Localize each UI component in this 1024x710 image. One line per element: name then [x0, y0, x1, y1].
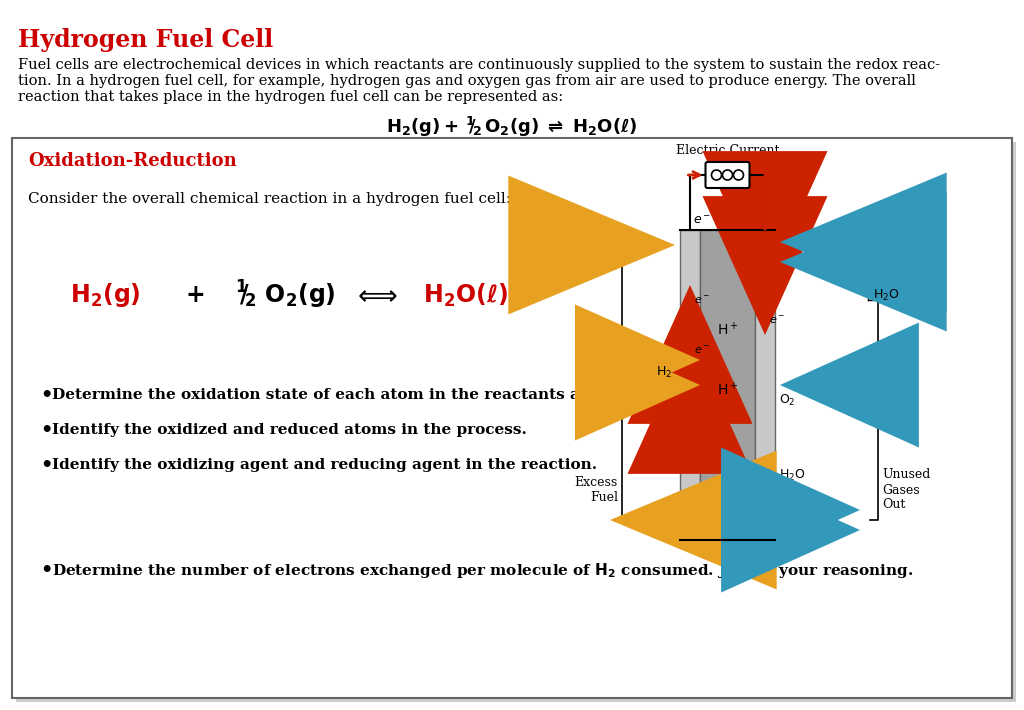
Text: $\mathrm{H^+}$: $\mathrm{H^+}$	[717, 322, 738, 339]
Text: •: •	[40, 561, 52, 579]
Text: $\mathrm{H_2O}$: $\mathrm{H_2O}$	[873, 288, 899, 302]
Text: $\mathbf{H_2O(\ell)}$: $\mathbf{H_2O(\ell)}$	[423, 281, 508, 309]
Text: $e^-$: $e^-$	[693, 214, 712, 227]
Text: $e^-$: $e^-$	[769, 315, 785, 326]
Text: Electric Current: Electric Current	[676, 144, 779, 157]
Text: $e^-$: $e^-$	[694, 295, 711, 305]
Text: •: •	[40, 421, 52, 439]
Bar	[680, 230, 700, 540]
Text: Excess
Fuel: Excess Fuel	[574, 476, 618, 504]
Text: Unused
Gases
Out: Unused Gases Out	[882, 469, 931, 511]
Text: Fuel In: Fuel In	[550, 226, 595, 239]
Text: •: •	[40, 456, 52, 474]
Text: $e^-$: $e^-$	[694, 344, 711, 356]
Text: $\mathrm{H_2}$: $\mathrm{H_2}$	[655, 364, 672, 380]
Text: Oxidation-Reduction: Oxidation-Reduction	[28, 152, 237, 170]
Text: tion. In a hydrogen fuel cell, for example, hydrogen gas and oxygen gas from air: tion. In a hydrogen fuel cell, for examp…	[18, 74, 915, 88]
FancyBboxPatch shape	[706, 162, 750, 188]
Text: Air In: Air In	[870, 212, 906, 225]
Bar	[700, 230, 755, 540]
Text: $\Longleftrightarrow$: $\Longleftrightarrow$	[352, 281, 398, 309]
Text: reaction that takes place in the hydrogen fuel cell can be represented as:: reaction that takes place in the hydroge…	[18, 90, 563, 104]
Text: Consider the overall chemical reaction in a hydrogen fuel cell:: Consider the overall chemical reaction i…	[28, 192, 511, 206]
Text: Hydrogen Fuel Cell: Hydrogen Fuel Cell	[18, 28, 273, 52]
Bar	[16, 142, 1016, 702]
Text: $\mathbf{H_2(g)}$: $\mathbf{H_2(g)}$	[70, 281, 140, 309]
Text: Fuel cells are electrochemical devices in which reactants are continuously suppl: Fuel cells are electrochemical devices i…	[18, 58, 940, 72]
Text: $\mathbf{H_2(g) + \,{}^1\!\!/\!{}_2\, O_2(g)\ \rightleftharpoons\ H_2O(\ell)}$: $\mathbf{H_2(g) + \,{}^1\!\!/\!{}_2\, O_…	[386, 115, 638, 139]
Text: $e^-$: $e^-$	[769, 269, 785, 280]
Text: $\mathrm{H_2O}$: $\mathrm{H_2O}$	[779, 467, 806, 483]
Text: Identify the oxidizing agent and reducing agent in the reaction.: Identify the oxidizing agent and reducin…	[52, 458, 597, 472]
Bar	[12, 138, 1012, 698]
Text: $\mathrm{H^+}$: $\mathrm{H^+}$	[717, 381, 738, 398]
Text: Determine the number of electrons exchanged per molecule of $\mathbf{H_2}$ consu: Determine the number of electrons exchan…	[52, 560, 913, 579]
Text: $\mathbf{+}$: $\mathbf{+}$	[185, 283, 205, 307]
Bar	[755, 230, 775, 540]
Text: Determine the oxidation state of each atom in the reactants and products.: Determine the oxidation state of each at…	[52, 388, 688, 402]
Text: •: •	[40, 386, 52, 404]
Text: $\mathbf{{}^1\!\!/\!{}_2\ O_2(g)}$: $\mathbf{{}^1\!\!/\!{}_2\ O_2(g)}$	[234, 279, 335, 311]
Text: Identify the oxidized and reduced atoms in the process.: Identify the oxidized and reduced atoms …	[52, 423, 527, 437]
Text: $\mathrm{O_2}$: $\mathrm{O_2}$	[779, 393, 796, 408]
